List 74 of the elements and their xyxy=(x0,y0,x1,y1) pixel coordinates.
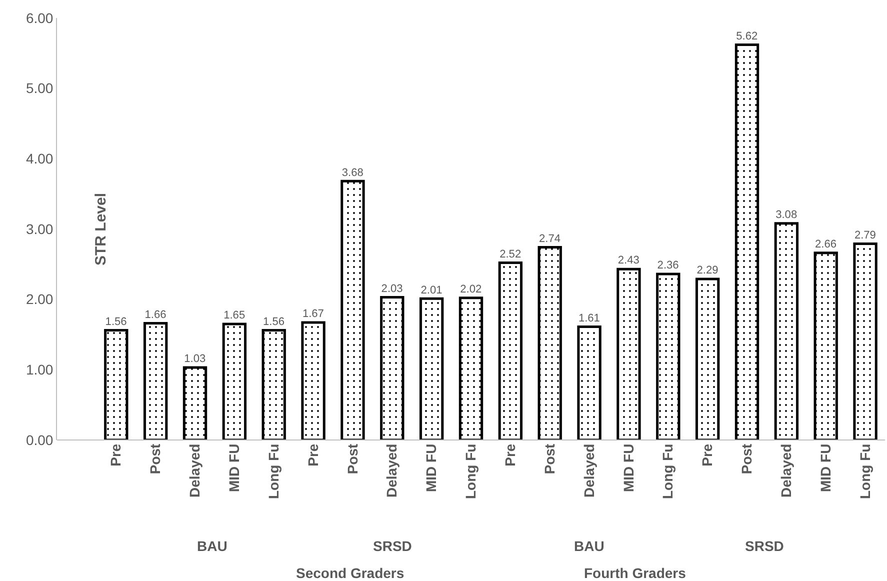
x-tick-label: Post xyxy=(147,443,164,474)
y-tick-label: 1.00 xyxy=(26,362,54,378)
data-label: 1.65 xyxy=(224,310,246,322)
text: BAU xyxy=(197,538,228,554)
x-tick-label: MID FU xyxy=(423,444,440,492)
bar xyxy=(695,278,720,440)
data-label: 3.08 xyxy=(776,209,798,221)
text: SRSD xyxy=(373,538,412,554)
y-tick-label: 4.00 xyxy=(26,150,54,167)
data-label: 2.02 xyxy=(460,284,482,296)
data-label: 2.52 xyxy=(500,248,522,260)
bar xyxy=(340,180,365,440)
x-tick-label: MID FU xyxy=(620,444,636,492)
x-tick-label: Long Fu xyxy=(265,444,282,500)
data-label: 1.66 xyxy=(144,308,166,321)
x-tick-label: Pre xyxy=(304,444,321,466)
bar xyxy=(143,322,168,440)
bar xyxy=(577,326,602,440)
data-label: 1.61 xyxy=(578,312,600,324)
bar xyxy=(498,262,523,440)
text: BAU xyxy=(574,538,604,554)
data-label: 2.74 xyxy=(539,232,561,245)
data-label: 3.68 xyxy=(342,166,364,179)
x-tick-label: Pre xyxy=(699,444,716,466)
x-tick-label: Post xyxy=(344,443,360,474)
x-tick-label: Delayed xyxy=(778,444,794,498)
x-tick-label: Post xyxy=(738,443,755,474)
y-tick-label: 3.00 xyxy=(26,220,54,237)
bar xyxy=(104,329,128,440)
bar xyxy=(458,296,484,440)
x-tick-label: MID FU xyxy=(817,444,834,492)
x-tick-label: Pre xyxy=(108,444,124,466)
bar xyxy=(182,366,208,440)
data-label: 2.43 xyxy=(618,254,640,267)
x-tick-label: Long Fu xyxy=(462,444,479,500)
y-tick-label: 0.00 xyxy=(26,432,54,448)
bar xyxy=(814,252,838,440)
data-label: 2.03 xyxy=(381,282,403,295)
text: Fourth Graders xyxy=(584,565,686,581)
data-label: 2.29 xyxy=(696,264,718,277)
x-tick-label: Long Fu xyxy=(660,444,676,500)
text: Second Graders xyxy=(296,565,404,581)
bar xyxy=(853,242,878,440)
x-tick-label: Pre xyxy=(502,444,518,466)
y-axis-title: STR Level xyxy=(92,192,110,266)
bar xyxy=(656,272,680,440)
data-label: 2.01 xyxy=(420,284,442,296)
y-tick-label: 2.00 xyxy=(26,291,54,308)
data-label: 1.03 xyxy=(184,353,206,366)
y-tick-label: 5.00 xyxy=(26,80,54,96)
text: SRSD xyxy=(745,538,784,554)
bar xyxy=(380,296,404,440)
data-label: 1.67 xyxy=(302,308,324,320)
bar xyxy=(734,43,760,440)
data-label: 1.56 xyxy=(263,316,285,328)
bar xyxy=(262,329,286,440)
x-tick-label: Delayed xyxy=(384,444,400,498)
data-label: 5.62 xyxy=(736,30,758,42)
bar xyxy=(419,297,444,440)
x-tick-label: MID FU xyxy=(226,444,242,492)
data-label: 1.56 xyxy=(105,316,127,328)
data-label: 2.36 xyxy=(657,260,679,272)
x-tick-label: Delayed xyxy=(186,444,203,498)
bar xyxy=(538,246,562,440)
data-label: 2.66 xyxy=(815,238,837,251)
bar xyxy=(301,321,326,440)
bar xyxy=(222,322,247,440)
bar xyxy=(774,222,799,440)
y-tick-label: 6.00 xyxy=(26,10,54,26)
x-tick-label: Long Fu xyxy=(856,444,873,500)
x-tick-label: Delayed xyxy=(580,444,597,498)
data-label: 2.79 xyxy=(854,229,876,242)
x-tick-label: Post xyxy=(541,443,558,474)
bar xyxy=(616,268,641,440)
